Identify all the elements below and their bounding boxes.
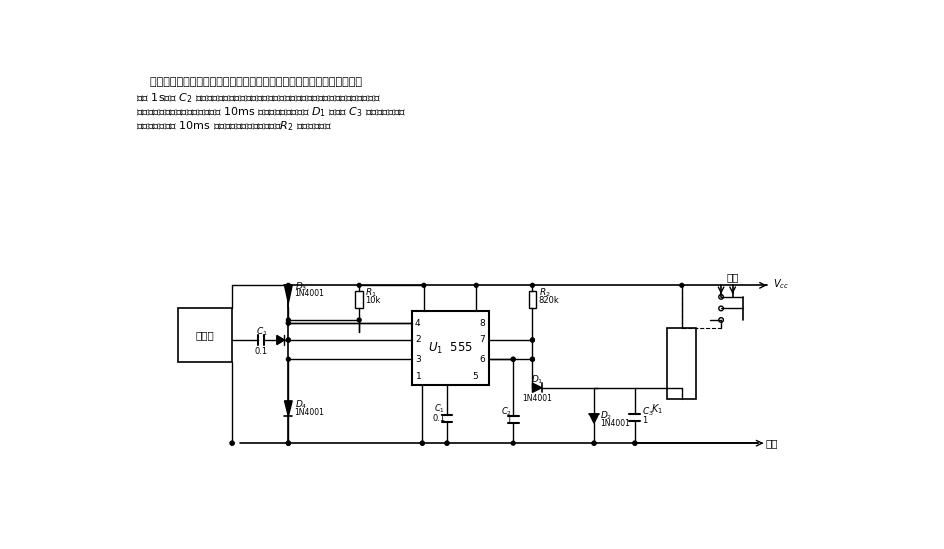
Circle shape — [286, 338, 290, 342]
Circle shape — [530, 338, 533, 342]
Polygon shape — [277, 335, 284, 345]
Circle shape — [286, 338, 290, 342]
Circle shape — [286, 321, 290, 325]
Circle shape — [286, 441, 290, 445]
Circle shape — [632, 441, 636, 445]
Text: 8: 8 — [479, 318, 485, 328]
Polygon shape — [284, 401, 292, 416]
Text: $C_3$: $C_3$ — [641, 405, 653, 418]
Text: $D_2$: $D_2$ — [599, 409, 612, 422]
Circle shape — [445, 441, 448, 445]
Circle shape — [511, 357, 514, 361]
Text: 3: 3 — [414, 355, 420, 364]
Circle shape — [286, 357, 290, 361]
Circle shape — [357, 283, 361, 287]
Polygon shape — [531, 383, 541, 393]
Circle shape — [445, 441, 448, 445]
Circle shape — [286, 321, 290, 325]
Text: 0.1: 0.1 — [255, 347, 268, 356]
Text: 5: 5 — [471, 372, 477, 380]
Text: 1: 1 — [506, 416, 511, 425]
Circle shape — [230, 441, 234, 445]
Text: 输出: 输出 — [726, 273, 738, 283]
Circle shape — [286, 441, 290, 445]
Circle shape — [530, 357, 533, 361]
Text: 1: 1 — [641, 416, 647, 424]
Text: 10k: 10k — [365, 296, 380, 305]
Bar — [666, 328, 696, 399]
Text: $D_3$: $D_3$ — [295, 281, 307, 293]
Text: $R_1$: $R_1$ — [365, 287, 377, 299]
Text: $R_2$: $R_2$ — [538, 287, 549, 299]
Text: $U_1$  555: $U_1$ 555 — [427, 340, 472, 356]
Text: 1N4001: 1N4001 — [599, 419, 630, 428]
Circle shape — [530, 338, 533, 342]
Circle shape — [474, 283, 478, 287]
Text: $V_{cc}$: $V_{cc}$ — [772, 277, 788, 290]
Text: 0.1: 0.1 — [431, 414, 445, 423]
Text: 1N4001: 1N4001 — [522, 394, 551, 403]
Text: 利用输电线路交流声工作的触摸开关电路。电路的单稳态振荡器的周期调: 利用输电线路交流声工作的触摸开关电路。电路的单稳态振荡器的周期调 — [136, 77, 362, 87]
Circle shape — [286, 283, 290, 287]
Circle shape — [357, 318, 361, 322]
Text: 6: 6 — [479, 355, 485, 364]
Polygon shape — [589, 414, 598, 423]
Text: $C_1$: $C_1$ — [434, 402, 445, 415]
Bar — [355, 292, 362, 309]
Text: 到约 1s。由 $C_2$ 引入感应的交流声，从而获得一列触发脉冲。单稳态电路的输出在定时循环: 到约 1s。由 $C_2$ 引入感应的交流声，从而获得一列触发脉冲。单稳态电路的… — [136, 91, 380, 105]
Text: 4: 4 — [414, 318, 420, 328]
Text: 接触板: 接触板 — [195, 330, 214, 340]
Polygon shape — [284, 285, 292, 303]
Circle shape — [511, 357, 514, 361]
Circle shape — [420, 441, 424, 445]
Circle shape — [420, 441, 424, 445]
Text: $D_4$: $D_4$ — [295, 399, 307, 411]
Text: 接地: 接地 — [765, 438, 778, 448]
Text: 7: 7 — [479, 335, 485, 345]
Text: 1N4001: 1N4001 — [295, 289, 324, 298]
Circle shape — [286, 441, 290, 445]
Text: 1N4001: 1N4001 — [295, 408, 324, 417]
Text: 1: 1 — [416, 372, 422, 380]
Text: 冲，使之在那些 10ms 脉冲的作用下不致于颤振。$R_2$ 调节灵敏度。: 冲，使之在那些 10ms 脉冲的作用下不致于颤振。$R_2$ 调节灵敏度。 — [136, 119, 331, 133]
Circle shape — [286, 318, 290, 322]
Bar — [411, 311, 488, 385]
Text: $C_1$: $C_1$ — [255, 325, 267, 338]
Circle shape — [632, 441, 636, 445]
Circle shape — [679, 283, 683, 287]
Text: 结束到再触发的时间间隔内每秒有 10ms 变为低电平。二极管 $D_1$ 和电容 $C_3$ 给继电器提供缓: 结束到再触发的时间间隔内每秒有 10ms 变为低电平。二极管 $D_1$ 和电容… — [136, 105, 406, 119]
Text: 820k: 820k — [538, 296, 559, 305]
Circle shape — [592, 441, 596, 445]
Circle shape — [511, 441, 514, 445]
Circle shape — [592, 441, 596, 445]
Text: 2: 2 — [414, 335, 420, 345]
Circle shape — [230, 441, 234, 445]
Text: $K_1$: $K_1$ — [650, 402, 663, 416]
Text: $C_2$: $C_2$ — [500, 405, 511, 418]
Text: $D_1$: $D_1$ — [531, 373, 543, 385]
Bar — [528, 292, 536, 309]
Bar — [178, 309, 232, 362]
Circle shape — [421, 283, 426, 287]
Circle shape — [530, 357, 533, 361]
Circle shape — [530, 283, 533, 287]
